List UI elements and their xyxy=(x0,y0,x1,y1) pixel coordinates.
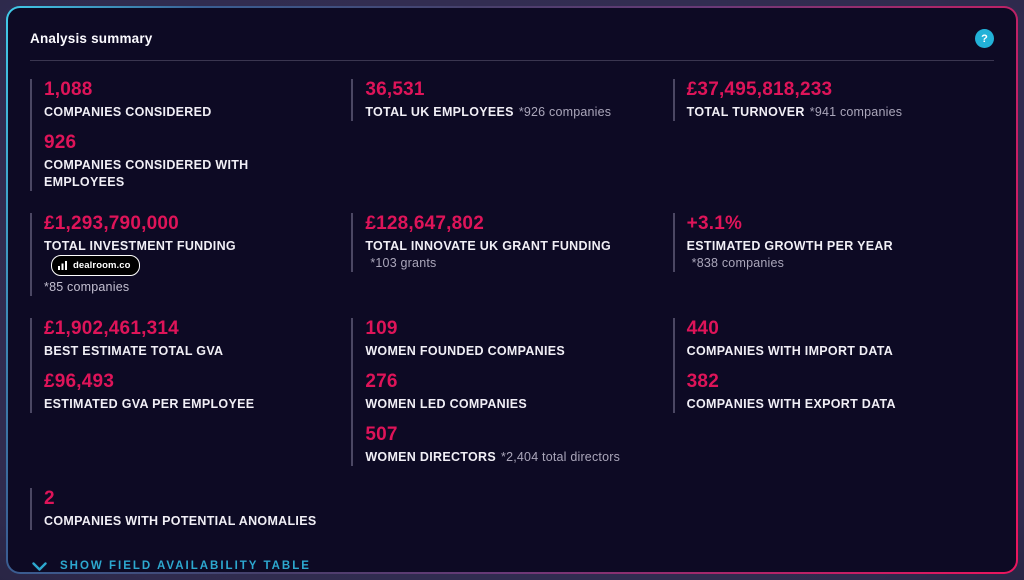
metric-export-data: 382 COMPANIES WITH EXPORT DATA xyxy=(687,371,968,413)
page-title: Analysis summary xyxy=(30,31,153,46)
dealroom-badge[interactable]: dealroom.co xyxy=(51,255,140,276)
metric-group-gva: £1,902,461,314 BEST ESTIMATE TOTAL GVA £… xyxy=(30,318,325,413)
metric-companies-considered: 1,088 COMPANIES CONSIDERED xyxy=(44,79,325,121)
dealroom-logo-icon xyxy=(58,261,67,270)
metric-label: TOTAL UK EMPLOYEES xyxy=(365,105,514,119)
metric-label: WOMEN LED COMPANIES xyxy=(365,397,528,411)
metric-group-companies-considered: 1,088 COMPANIES CONSIDERED 926 COMPANIES… xyxy=(30,79,325,191)
question-mark-icon: ? xyxy=(981,32,988,45)
metric-group-total-turnover: £37,495,818,233 TOTAL TURNOVER *941 comp… xyxy=(672,79,968,121)
metric-value: +3.1% xyxy=(686,213,743,234)
metric-label: COMPANIES CONSIDERED xyxy=(44,105,212,119)
metric-label: COMPANIES WITH POTENTIAL ANOMALIES xyxy=(44,514,317,528)
metric-value: £128,647,802 xyxy=(365,213,484,234)
metric-note: *941 companies xyxy=(809,105,903,119)
metric-label: WOMEN FOUNDED COMPANIES xyxy=(365,344,566,358)
metric-total-gva: £1,902,461,314 BEST ESTIMATE TOTAL GVA xyxy=(44,318,325,360)
metric-label: WOMEN DIRECTORS xyxy=(365,450,496,464)
metric-value: £1,293,790,000 xyxy=(44,213,179,234)
metric-value: 36,531 xyxy=(365,79,425,100)
metric-group-anomalies: 2 COMPANIES WITH POTENTIAL ANOMALIES xyxy=(30,488,325,530)
metric-value: £37,495,818,233 xyxy=(686,79,833,100)
metric-note: *85 companies xyxy=(44,280,130,294)
show-field-availability-toggle[interactable]: SHOW FIELD AVAILABILITY TABLE xyxy=(30,560,311,572)
metric-note: *926 companies xyxy=(518,105,612,119)
metric-label: COMPANIES CONSIDERED WITH EMPLOYEES xyxy=(44,158,249,189)
metric-group-investment-funding: £1,293,790,000 TOTAL INVESTMENT FUNDING … xyxy=(30,213,325,296)
metric-companies-with-employees: 926 COMPANIES CONSIDERED WITH EMPLOYEES xyxy=(44,132,325,191)
analysis-summary-card: Analysis summary ? 1,088 COMPANIES CONSI… xyxy=(6,6,1018,574)
header-divider xyxy=(30,60,994,61)
metric-value: 440 xyxy=(686,318,719,339)
metric-note: *103 grants xyxy=(370,256,437,270)
metric-gva-per-employee: £96,493 ESTIMATED GVA PER EMPLOYEE xyxy=(44,371,325,413)
metric-label: BEST ESTIMATE TOTAL GVA xyxy=(44,344,224,358)
metric-value: £1,902,461,314 xyxy=(44,318,179,339)
metric-label: ESTIMATED GVA PER EMPLOYEE xyxy=(44,397,255,411)
metric-label: COMPANIES WITH IMPORT DATA xyxy=(686,344,894,358)
dealroom-badge-label: dealroom.co xyxy=(73,260,131,271)
metric-label: TOTAL INVESTMENT FUNDING xyxy=(44,239,236,253)
chevron-down-icon xyxy=(32,561,47,571)
metric-value: 109 xyxy=(365,318,398,339)
metric-value: 2 xyxy=(44,488,55,509)
metric-label: TOTAL INNOVATE UK GRANT FUNDING xyxy=(365,239,611,253)
metric-women-founded: 109 WOMEN FOUNDED COMPANIES xyxy=(365,318,646,360)
metric-total-turnover: £37,495,818,233 TOTAL TURNOVER *941 comp… xyxy=(687,79,968,121)
metric-estimated-growth: +3.1% ESTIMATED GROWTH PER YEAR *838 com… xyxy=(687,213,968,272)
metric-note: *2,404 total directors xyxy=(501,450,621,464)
metric-group-import-export: 440 COMPANIES WITH IMPORT DATA 382 COMPA… xyxy=(672,318,968,413)
metric-group-grant-funding: £128,647,802 TOTAL INNOVATE UK GRANT FUN… xyxy=(351,213,646,272)
metric-value: £96,493 xyxy=(44,371,115,392)
metric-investment-funding: £1,293,790,000 TOTAL INVESTMENT FUNDING … xyxy=(44,213,325,296)
metric-women-directors: 507 WOMEN DIRECTORS *2,404 total directo… xyxy=(365,424,646,466)
metric-label: ESTIMATED GROWTH PER YEAR xyxy=(686,239,894,253)
metric-value: 926 xyxy=(44,132,77,153)
metric-value: 276 xyxy=(365,371,398,392)
metric-women-led: 276 WOMEN LED COMPANIES xyxy=(365,371,646,413)
metric-anomalies: 2 COMPANIES WITH POTENTIAL ANOMALIES xyxy=(44,488,325,530)
metric-label: TOTAL TURNOVER xyxy=(686,105,805,119)
metric-value: 382 xyxy=(686,371,719,392)
help-button[interactable]: ? xyxy=(975,29,994,48)
metric-value: 507 xyxy=(365,424,398,445)
metric-label: COMPANIES WITH EXPORT DATA xyxy=(686,397,896,411)
metric-group-uk-employees: 36,531 TOTAL UK EMPLOYEES *926 companies xyxy=(351,79,646,121)
analysis-summary-card-body: Analysis summary ? 1,088 COMPANIES CONSI… xyxy=(8,8,1016,572)
metric-import-data: 440 COMPANIES WITH IMPORT DATA xyxy=(687,318,968,360)
metric-group-estimated-growth: +3.1% ESTIMATED GROWTH PER YEAR *838 com… xyxy=(672,213,968,272)
card-header: Analysis summary ? xyxy=(30,26,994,48)
metric-uk-employees: 36,531 TOTAL UK EMPLOYEES *926 companies xyxy=(365,79,646,121)
metric-note: *838 companies xyxy=(691,256,785,270)
metric-value: 1,088 xyxy=(44,79,93,100)
metric-group-women: 109 WOMEN FOUNDED COMPANIES 276 WOMEN LE… xyxy=(351,318,646,466)
metrics-grid: 1,088 COMPANIES CONSIDERED 926 COMPANIES… xyxy=(30,79,994,530)
metric-grant-funding: £128,647,802 TOTAL INNOVATE UK GRANT FUN… xyxy=(365,213,646,272)
show-field-availability-label: SHOW FIELD AVAILABILITY TABLE xyxy=(60,560,311,572)
